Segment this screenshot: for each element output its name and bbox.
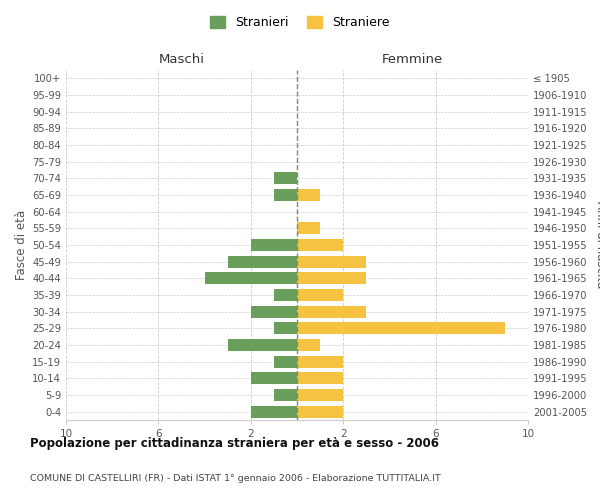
Bar [297,222,320,234]
Bar [228,256,297,268]
Bar [274,389,297,401]
Y-axis label: Fasce di età: Fasce di età [15,210,28,280]
Title: Femmine: Femmine [382,53,443,66]
Bar [228,339,297,351]
Bar [297,272,367,284]
Bar [251,306,297,318]
Bar [297,306,367,318]
Legend: Stranieri, Straniere: Stranieri, Straniere [205,11,395,34]
Bar [297,322,505,334]
Text: COMUNE DI CASTELLIRI (FR) - Dati ISTAT 1° gennaio 2006 - Elaborazione TUTTITALIA: COMUNE DI CASTELLIRI (FR) - Dati ISTAT 1… [30,474,441,483]
Title: Maschi: Maschi [158,53,205,66]
Bar [297,406,343,417]
Bar [297,189,320,201]
Bar [251,239,297,251]
Bar [274,322,297,334]
Bar [297,289,343,301]
Bar [274,189,297,201]
Bar [297,239,343,251]
Bar [297,339,320,351]
Text: Popolazione per cittadinanza straniera per età e sesso - 2006: Popolazione per cittadinanza straniera p… [30,438,439,450]
Bar [274,172,297,184]
Bar [251,406,297,417]
Bar [205,272,297,284]
Bar [274,289,297,301]
Bar [297,372,343,384]
Bar [251,372,297,384]
Bar [297,389,343,401]
Bar [297,256,367,268]
Bar [297,356,343,368]
Y-axis label: Anni di nascita: Anni di nascita [594,202,600,288]
Bar [274,356,297,368]
